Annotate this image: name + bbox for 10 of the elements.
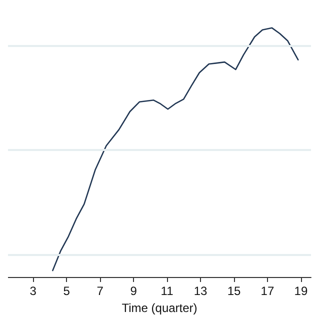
x-tick-label: 11: [160, 284, 174, 298]
x-axis-title: Time (quarter): [122, 300, 198, 315]
x-tick-label: 9: [130, 284, 138, 298]
x-tick-label: 7: [96, 284, 104, 298]
x-tick-label: 19: [294, 284, 308, 298]
x-tick-label: 17: [260, 284, 274, 298]
x-tick-label: 13: [194, 284, 208, 298]
x-tick-label: 3: [30, 284, 37, 298]
x-tick-label: 5: [63, 284, 70, 298]
x-tick-label: 15: [227, 284, 241, 298]
